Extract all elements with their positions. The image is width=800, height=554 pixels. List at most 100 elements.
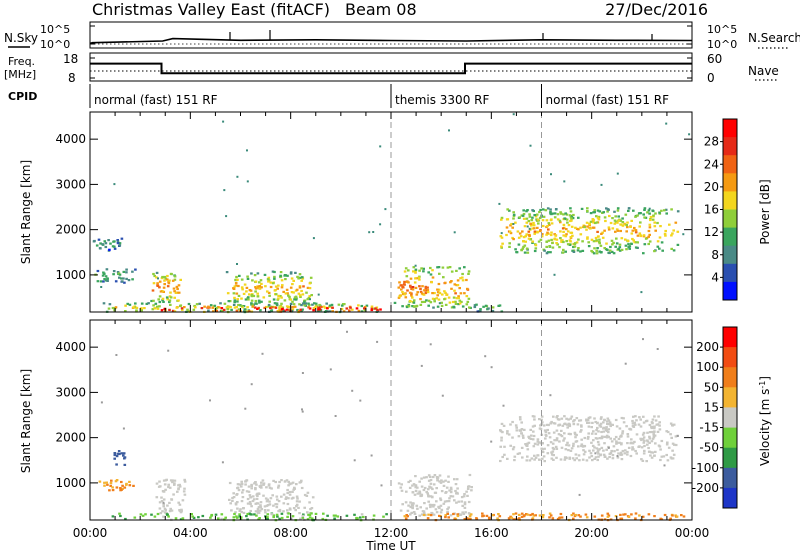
data-cell bbox=[427, 299, 431, 302]
data-cell bbox=[167, 280, 170, 283]
data-cell bbox=[647, 450, 651, 453]
data-cell bbox=[298, 500, 301, 503]
data-cell bbox=[235, 309, 239, 312]
data-cell bbox=[267, 509, 270, 512]
data-cell bbox=[583, 225, 586, 229]
data-cell bbox=[277, 500, 281, 503]
data-cell bbox=[514, 424, 518, 427]
data-cell bbox=[289, 286, 293, 289]
sparse-point bbox=[301, 372, 304, 374]
data-cell bbox=[209, 516, 212, 519]
data-cell bbox=[401, 503, 404, 506]
data-cell bbox=[426, 286, 429, 289]
data-cell bbox=[579, 250, 582, 253]
data-cell bbox=[282, 493, 286, 496]
data-cell bbox=[251, 495, 255, 498]
data-cell bbox=[650, 440, 654, 443]
data-cell bbox=[581, 240, 584, 243]
data-cell bbox=[393, 301, 397, 304]
data-cell bbox=[419, 298, 422, 301]
data-cell bbox=[277, 510, 280, 513]
data-cell bbox=[645, 439, 649, 442]
data-cell bbox=[571, 457, 575, 460]
data-cell bbox=[163, 275, 166, 279]
data-cell bbox=[643, 207, 647, 210]
data-cell bbox=[508, 242, 511, 245]
data-cell bbox=[576, 423, 580, 426]
colorbar-segment bbox=[723, 467, 737, 489]
data-cell bbox=[322, 305, 326, 308]
data-cell bbox=[290, 482, 293, 485]
data-cell bbox=[412, 270, 415, 273]
data-cell bbox=[121, 280, 124, 283]
data-cell bbox=[499, 445, 502, 448]
data-cell bbox=[423, 486, 427, 490]
data-cell bbox=[95, 244, 99, 247]
data-cell bbox=[169, 479, 173, 482]
data-cell bbox=[163, 279, 166, 282]
data-cell bbox=[260, 282, 263, 285]
data-cell bbox=[266, 278, 270, 281]
data-cell bbox=[620, 443, 623, 446]
data-cell bbox=[286, 491, 289, 495]
data-cell bbox=[575, 417, 579, 420]
data-cell bbox=[246, 497, 250, 501]
data-cell bbox=[590, 238, 594, 241]
data-cell bbox=[517, 236, 521, 239]
data-cell bbox=[220, 517, 223, 520]
data-cell bbox=[451, 300, 455, 304]
data-cell bbox=[253, 306, 257, 309]
sparse-point bbox=[115, 354, 118, 356]
data-cell bbox=[599, 251, 603, 254]
data-cell bbox=[151, 289, 155, 292]
data-cell bbox=[160, 500, 164, 503]
data-cell bbox=[274, 503, 277, 506]
sparse-point bbox=[640, 291, 643, 294]
data-cell bbox=[565, 423, 569, 426]
data-cell bbox=[291, 308, 295, 311]
data-cell bbox=[577, 238, 580, 241]
data-cell bbox=[124, 517, 127, 521]
data-cell bbox=[413, 281, 417, 284]
data-cell bbox=[431, 512, 434, 515]
data-cell bbox=[609, 221, 613, 225]
data-cell bbox=[341, 304, 344, 307]
data-cell bbox=[272, 515, 275, 519]
data-cell bbox=[501, 431, 504, 434]
data-cell bbox=[256, 507, 260, 510]
data-cell bbox=[298, 512, 301, 515]
data-cell bbox=[275, 302, 279, 305]
data-cell bbox=[631, 237, 634, 241]
data-cell bbox=[254, 481, 257, 484]
data-cell bbox=[567, 418, 570, 421]
colorbar-tick-label: 24 bbox=[704, 157, 719, 171]
data-cell bbox=[572, 442, 575, 445]
data-cell bbox=[612, 241, 615, 244]
data-cell bbox=[497, 513, 500, 516]
data-cell bbox=[640, 438, 643, 442]
data-cell bbox=[240, 485, 243, 488]
data-cell bbox=[277, 486, 280, 489]
data-cell bbox=[255, 493, 259, 496]
sparse-point bbox=[642, 338, 644, 341]
data-cell bbox=[276, 515, 279, 518]
data-cell bbox=[632, 415, 635, 418]
data-cell bbox=[448, 266, 452, 269]
data-cell bbox=[475, 517, 478, 520]
data-cell bbox=[547, 228, 550, 231]
data-cell bbox=[658, 247, 661, 250]
data-cell bbox=[295, 505, 298, 508]
data-cell bbox=[240, 483, 244, 486]
data-cell bbox=[665, 443, 669, 446]
data-cell bbox=[363, 305, 367, 309]
data-cell bbox=[623, 223, 627, 226]
data-cell bbox=[152, 299, 155, 302]
data-cell bbox=[533, 454, 536, 457]
data-cell bbox=[479, 308, 482, 311]
colorbar-tick-label: -50 bbox=[699, 441, 719, 455]
data-cell bbox=[301, 514, 305, 517]
data-cell bbox=[516, 230, 520, 233]
data-cell bbox=[119, 489, 122, 492]
data-cell bbox=[470, 489, 473, 492]
data-cell bbox=[238, 483, 241, 486]
